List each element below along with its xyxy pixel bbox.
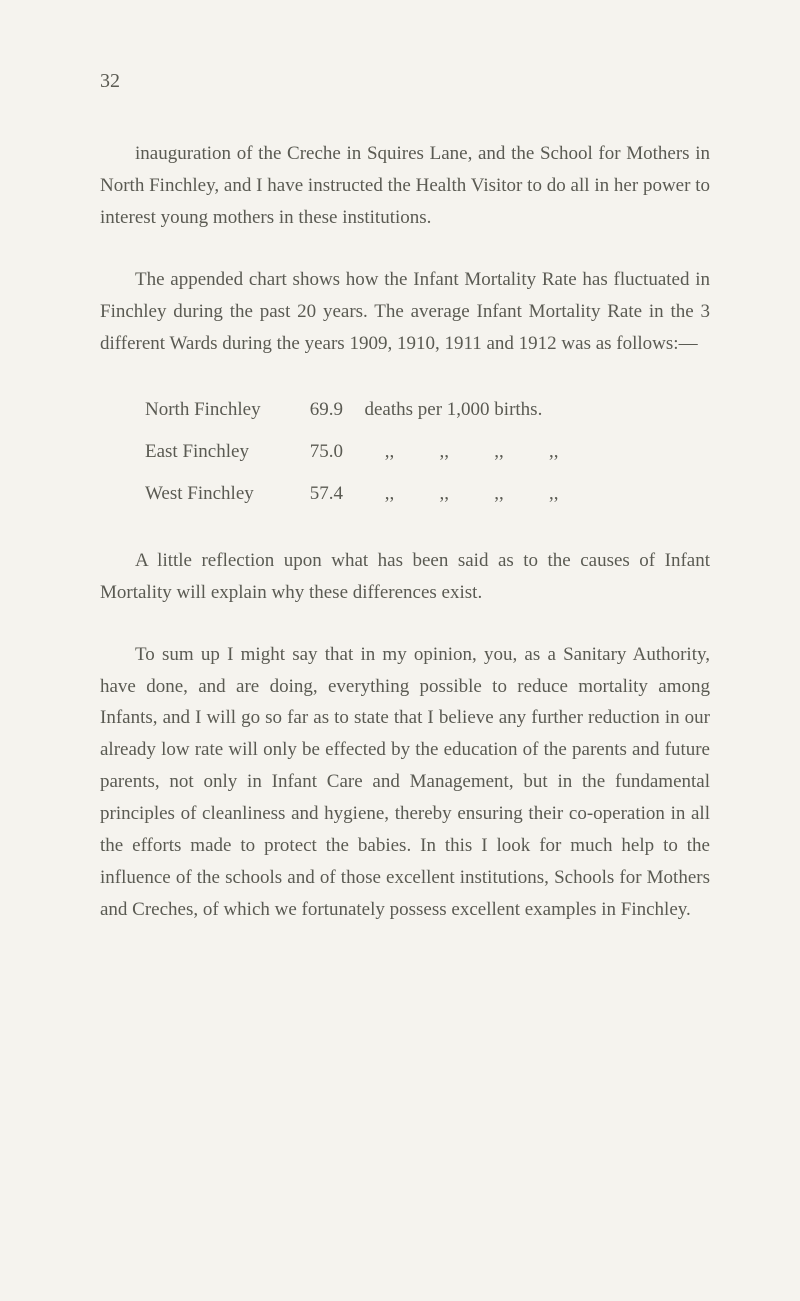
paragraph-3: A little reflection upon what has been s… <box>100 545 710 609</box>
data-row: East Finchley 75.0 ,, ,, ,, ,, <box>145 431 710 473</box>
paragraph-1: inauguration of the Creche in Squires La… <box>100 138 710 234</box>
mortality-data: North Finchley 69.9 deaths per 1,000 bir… <box>145 389 710 514</box>
region-value: 57.4 <box>310 473 360 515</box>
region-label: West Finchley <box>145 473 305 515</box>
ditto-mark: ,, <box>474 431 524 473</box>
paragraph-2: The appended chart shows how the Infant … <box>100 264 710 360</box>
ditto-mark: ,, <box>419 473 469 515</box>
paragraph-4: To sum up I might say that in my opinion… <box>100 639 710 926</box>
ditto-mark: ,, <box>474 473 524 515</box>
ditto-mark: ,, <box>419 431 469 473</box>
value-suffix: deaths per 1,000 births. <box>365 399 543 420</box>
region-label: North Finchley <box>145 389 305 431</box>
region-value: 69.9 <box>310 389 360 431</box>
ditto-mark: ,, <box>529 473 579 515</box>
data-row: West Finchley 57.4 ,, ,, ,, ,, <box>145 473 710 515</box>
region-label: East Finchley <box>145 431 305 473</box>
ditto-mark: ,, <box>529 431 579 473</box>
ditto-mark: ,, <box>365 473 415 515</box>
ditto-mark: ,, <box>365 431 415 473</box>
region-value: 75.0 <box>310 431 360 473</box>
data-row: North Finchley 69.9 deaths per 1,000 bir… <box>145 389 710 431</box>
page-number: 32 <box>100 70 710 93</box>
